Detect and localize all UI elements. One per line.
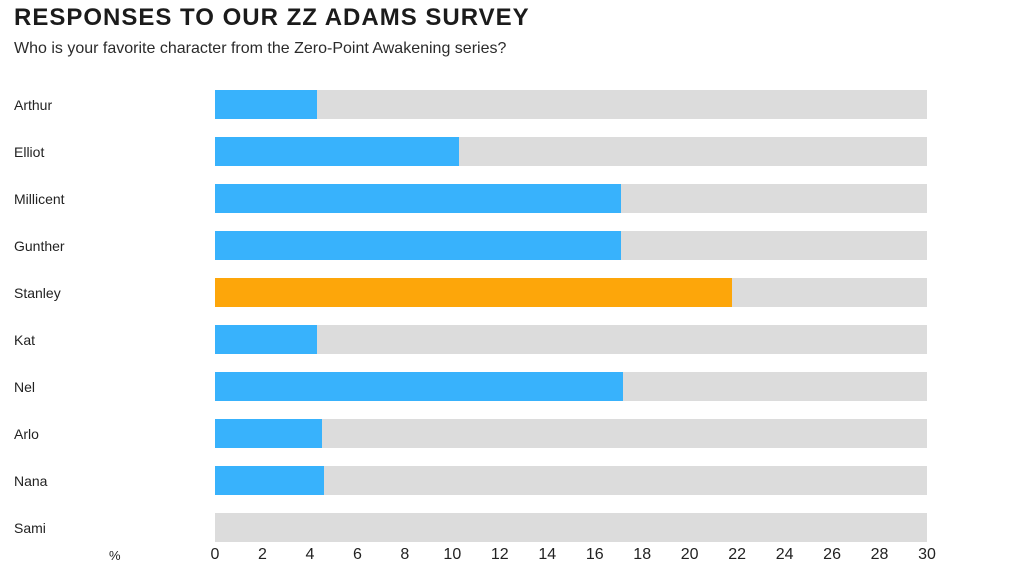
x-axis-tick-label: 28 [870,546,889,563]
category-label: Nana [14,472,48,489]
bar-fill [215,184,621,213]
x-axis-tick-label: 14 [538,546,557,563]
category-label: Nel [14,378,36,395]
category-label: Arlo [14,425,39,442]
x-axis-tick-label: 18 [633,546,652,563]
bar-row: Arlo [0,410,1024,457]
x-axis-tick-label: 26 [823,546,841,563]
bar-row: Nel [0,363,1024,410]
x-axis-unit-label: % [109,548,121,563]
bar-track [215,419,927,448]
bar-fill [215,466,325,495]
bar-track [215,278,927,307]
x-axis-tick-label: 12 [490,546,509,563]
bar-fill [215,419,322,448]
x-axis-tick-label: 16 [585,546,604,563]
category-label: Sami [14,519,46,536]
bar-row: Arthur [0,81,1024,128]
bar-row: Stanley [0,269,1024,316]
x-axis-tick-label: 20 [680,546,699,563]
page-subtitle: Who is your favorite character from the … [14,40,507,57]
category-label: Kat [14,331,36,348]
x-axis-tick-label: 8 [400,546,410,563]
bar-fill [215,372,624,401]
x-axis-tick-label: 4 [305,546,315,563]
x-axis: 0 2 4 6 8 10 12 14 16 18 20 22 24 26 28 30 [211,546,936,570]
bar-track [215,513,927,542]
x-axis-tick-label: 2 [258,546,267,563]
bar-track [215,466,927,495]
bar-rows: Arthur Elliot Millicent Gunther Stanley Kat Ne… [0,81,1024,551]
page-title: RESPONSES TO OUR ZZ ADAMS SURVEY [14,4,530,31]
bar-row: Gunther [0,222,1024,269]
bar-track [215,184,927,213]
x-axis-tick-label: 0 [210,546,220,563]
bar-track [215,90,927,119]
bar-track [215,231,927,260]
bar-track [215,325,927,354]
category-label: Millicent [14,190,65,207]
bar-row: Millicent [0,175,1024,222]
bar-track [215,372,927,401]
x-axis-tick-label: 24 [775,546,794,563]
x-axis-tick-label: 6 [352,546,362,563]
category-label: Arthur [14,96,53,113]
bar-row: Elliot [0,128,1024,175]
category-label: Stanley [14,284,61,301]
x-axis-tick-label: 30 [918,546,936,563]
bar-row: Sami [0,504,1024,551]
bar-fill [215,90,318,119]
x-axis-tick-label: 10 [443,546,462,563]
bar-fill [215,325,318,354]
bar-fill [215,137,460,166]
category-label: Elliot [14,143,45,160]
bar-track [215,137,927,166]
bar-fill [215,278,733,307]
bar-row: Nana [0,457,1024,504]
bar-row: Kat [0,316,1024,363]
category-label: Gunther [14,237,65,254]
x-axis-tick-label: 22 [728,546,747,563]
bar-fill [215,231,621,260]
